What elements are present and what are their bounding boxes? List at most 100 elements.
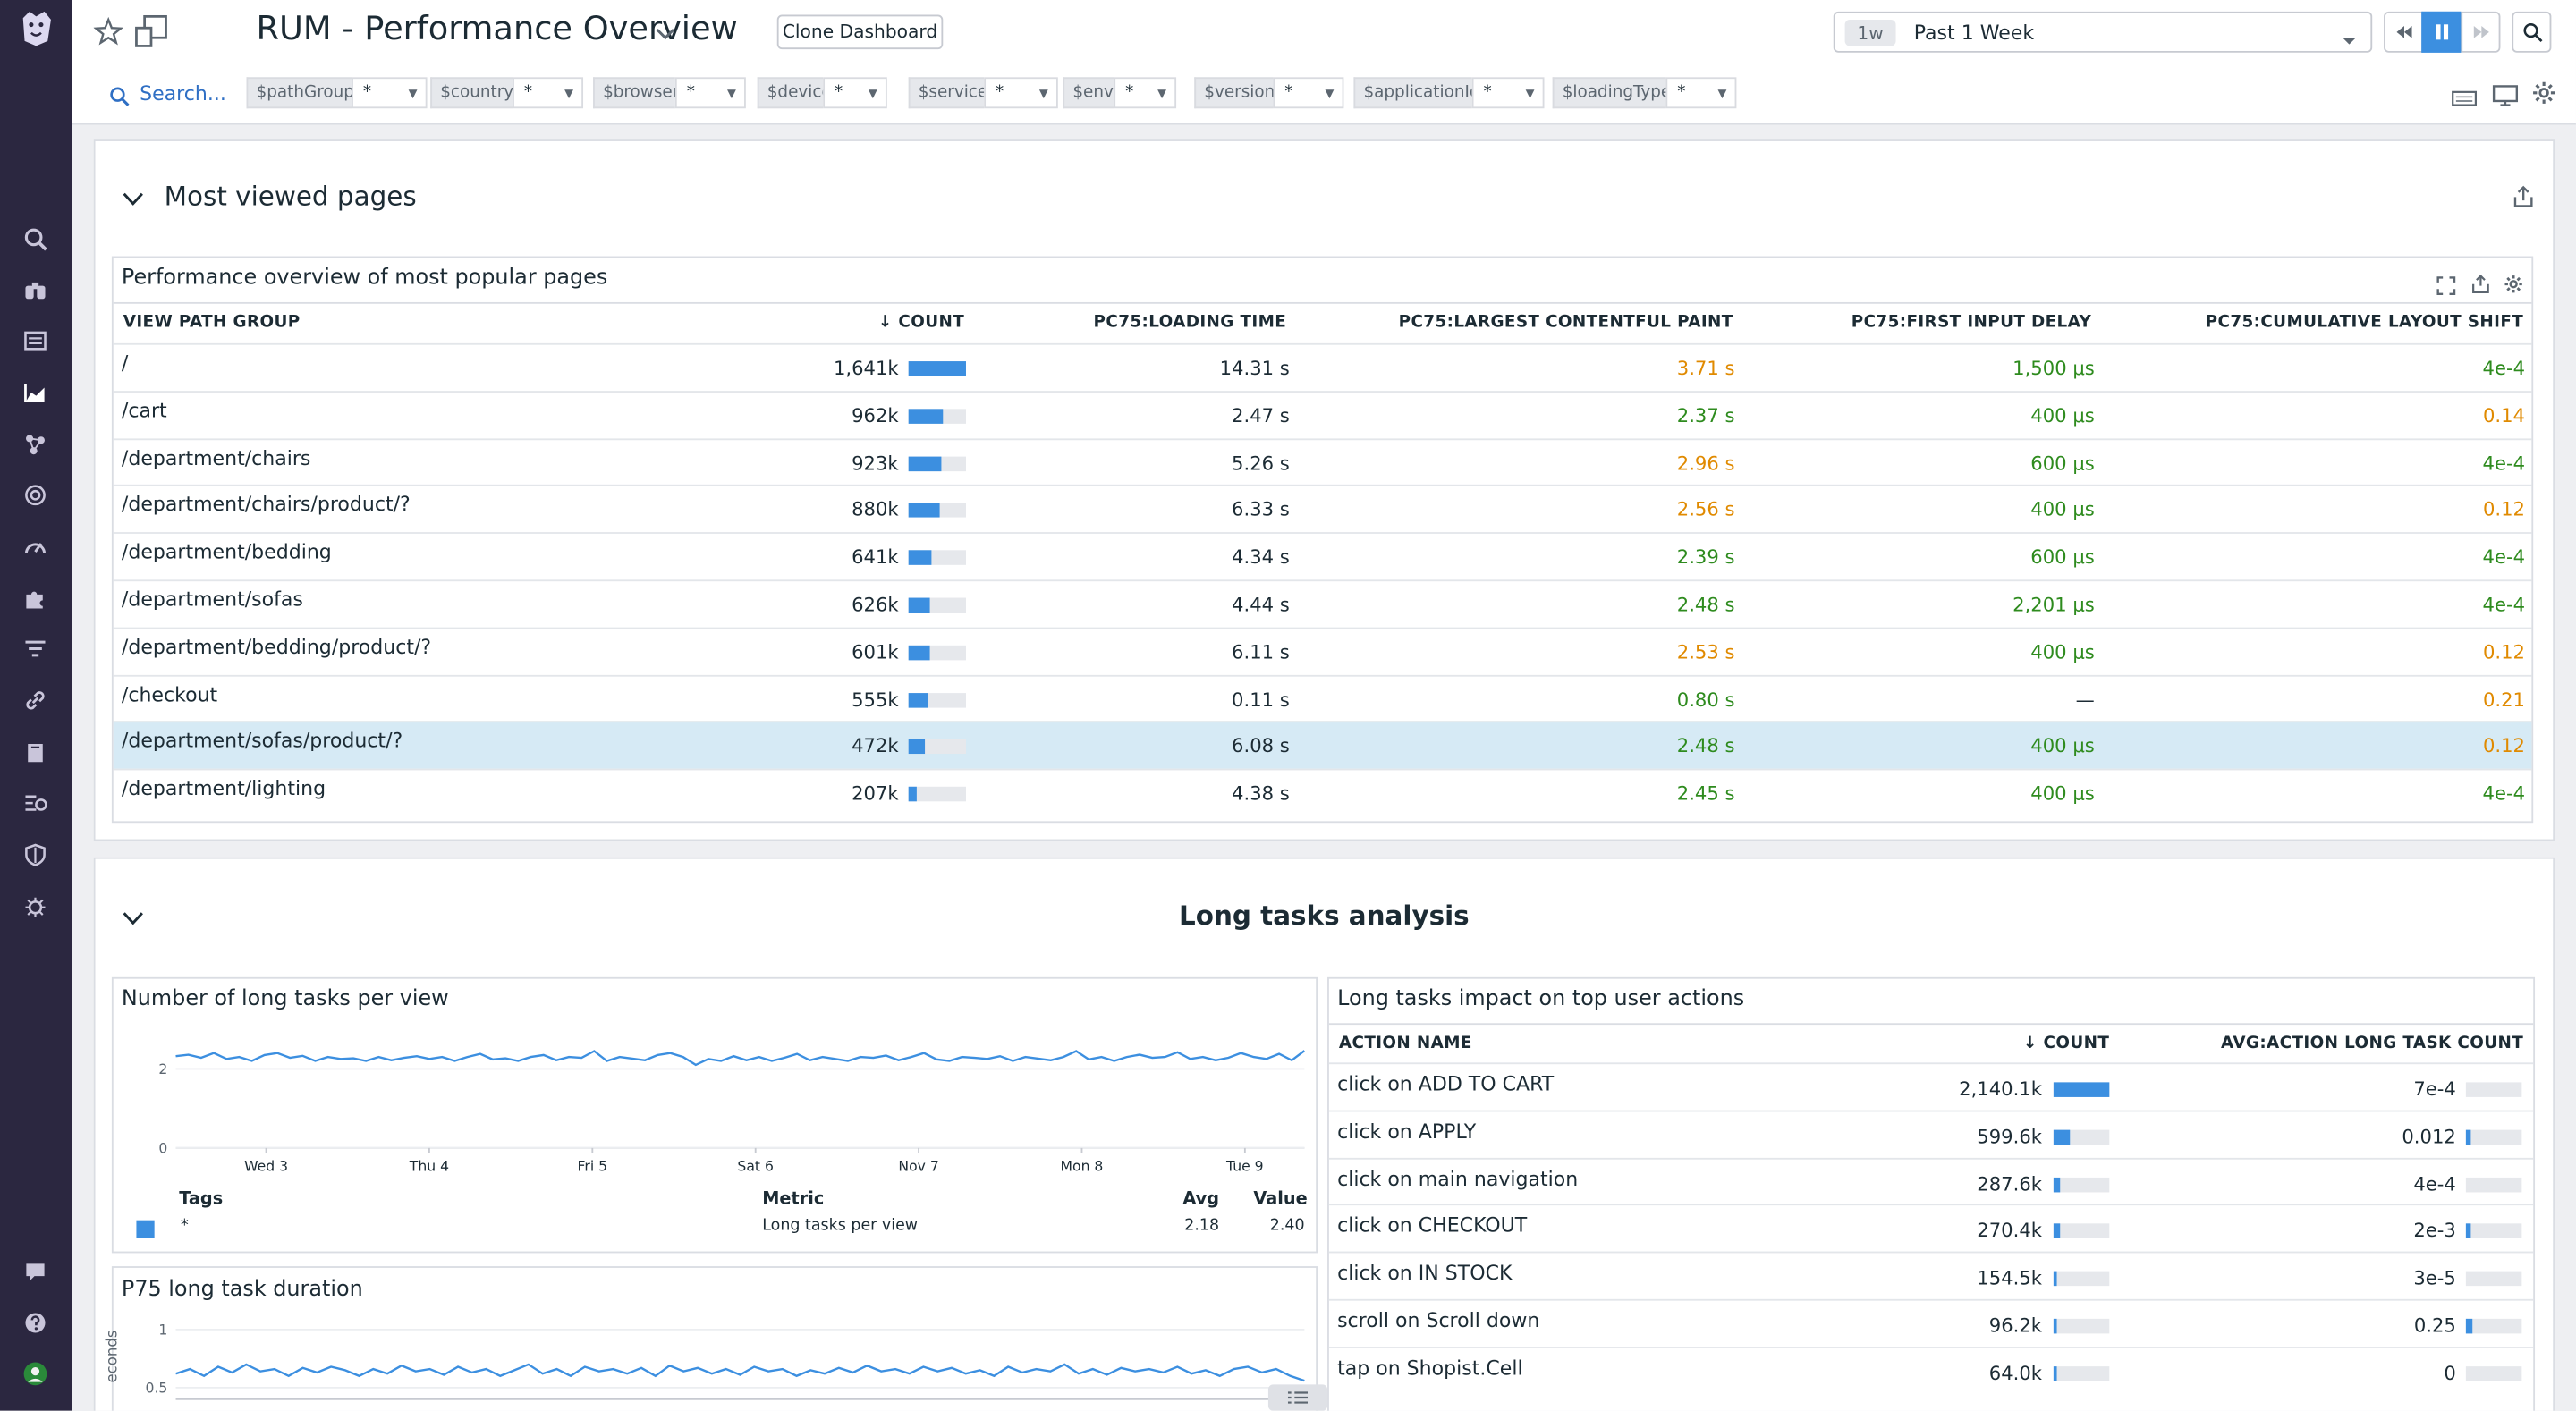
list-icon[interactable] <box>20 325 49 355</box>
variable-value-select[interactable]: * ▼ <box>1114 77 1177 109</box>
table-row[interactable]: / 1,641k 14.31 s 3.71 s 1,500 μs 4e-4 <box>113 342 2532 391</box>
title-chevron-down-icon[interactable] <box>654 20 677 43</box>
chat-icon[interactable] <box>20 1256 49 1286</box>
puzzle-icon[interactable] <box>20 583 49 613</box>
cell-view-path[interactable]: /department/bedding <box>121 540 332 564</box>
table-row[interactable]: scroll on Scroll down 96.2k 0.25 <box>1328 1298 2534 1347</box>
search-link[interactable]: Search... <box>140 81 226 106</box>
bug-icon[interactable] <box>20 891 49 921</box>
legend-swatch[interactable] <box>136 1220 155 1238</box>
target-icon[interactable] <box>20 479 49 509</box>
template-variable-pathgroup[interactable]: $pathGroup * ▼ <box>246 77 428 109</box>
series-line[interactable] <box>175 1363 1305 1382</box>
variable-value-select[interactable]: * ▼ <box>1273 77 1344 109</box>
search-icon[interactable] <box>20 224 49 253</box>
table-row[interactable]: /department/lighting 207k 4.38 s 2.45 s 400 … <box>113 768 2532 816</box>
cell-action-name[interactable]: click on ADD TO CART <box>1337 1072 1555 1096</box>
table-row[interactable]: /department/sofas/product/? 472k 6.08 s 2.4… <box>113 722 2532 770</box>
cell-view-path[interactable]: /department/sofas <box>121 587 303 612</box>
template-variable-country[interactable]: $country * ▼ <box>430 77 584 109</box>
settings-gear-icon[interactable] <box>2531 80 2556 106</box>
variable-value-select[interactable]: * ▼ <box>1471 77 1545 109</box>
logs-icon[interactable] <box>20 789 49 818</box>
star-icon[interactable] <box>93 16 124 46</box>
cell-view-path[interactable]: /department/sofas/product/? <box>121 730 403 753</box>
template-variable-service[interactable]: $service * ▼ <box>908 77 1058 109</box>
help-icon[interactable] <box>20 1307 49 1337</box>
zoom-search-button[interactable] <box>2512 11 2552 53</box>
cell-action-name[interactable]: click on CHECKOUT <box>1337 1214 1528 1238</box>
variable-value-select[interactable]: * ▼ <box>352 77 428 109</box>
cell-action-name[interactable]: click on main navigation <box>1337 1167 1579 1190</box>
link-icon[interactable] <box>20 685 49 714</box>
table-row[interactable]: /department/sofas 626k 4.44 s 2.48 s 2,201 μ… <box>113 579 2532 627</box>
column-header[interactable]: PC75:FIRST INPUT DELAY <box>1851 313 2092 333</box>
table-row[interactable]: click on ADD TO CART 2,140.1k 7e-4 <box>1328 1062 2534 1110</box>
variable-value-select[interactable]: * ▼ <box>823 77 887 109</box>
forward-button[interactable] <box>2461 11 2501 53</box>
nodes-icon[interactable] <box>20 428 49 458</box>
table-row[interactable]: click on APPLY 599.6k 0.012 <box>1328 1110 2534 1157</box>
cell-view-path[interactable]: /checkout <box>121 682 218 706</box>
cell-view-path[interactable]: /department/chairs <box>121 445 311 469</box>
fullscreen-icon[interactable] <box>2436 271 2456 295</box>
export-icon[interactable] <box>2512 184 2535 207</box>
variable-value-select[interactable]: * ▼ <box>513 77 584 109</box>
template-variable-loadingtype[interactable]: $loadingType * ▼ <box>1552 77 1737 109</box>
tv-mode-icon[interactable] <box>2492 82 2519 106</box>
keyboard-icon[interactable] <box>2451 84 2478 106</box>
filter-icon[interactable] <box>20 634 49 663</box>
collapse-chevron-icon[interactable] <box>122 905 145 928</box>
cell-view-path[interactable]: /department/lighting <box>121 777 326 800</box>
clone-dashboard-button[interactable]: Clone Dashboard <box>776 14 944 50</box>
long-tasks-line-chart[interactable]: 0 2 Wed 3 Thu 4 Fri 5 Sat 6 Nov 7 Mon 8 Tue 9 <box>114 1028 1319 1176</box>
time-range-selector[interactable]: 1w Past 1 Week <box>1833 11 2373 53</box>
cell-view-path[interactable]: /cart <box>121 398 167 422</box>
table-row[interactable]: /department/bedding 641k 4.34 s 2.39 s 600 μ… <box>113 532 2532 579</box>
widget-settings-gear-icon[interactable] <box>2504 269 2523 293</box>
template-variable-env[interactable]: $env * ▼ <box>1063 77 1177 109</box>
cell-view-path[interactable]: / <box>121 351 129 375</box>
collapse-chevron-icon[interactable] <box>122 186 145 209</box>
table-row[interactable]: click on CHECKOUT 270.4k 2e-3 <box>1328 1204 2534 1252</box>
table-row[interactable]: /department/bedding/product/? 601k 6.11 s 2… <box>113 627 2532 674</box>
user-icon[interactable] <box>20 1358 49 1388</box>
table-row[interactable]: /department/chairs 923k 5.26 s 2.96 s 600 μs… <box>113 437 2532 486</box>
cell-view-path[interactable]: /department/bedding/product/? <box>121 635 432 659</box>
chart-icon[interactable] <box>20 377 49 407</box>
cell-action-name[interactable]: scroll on Scroll down <box>1337 1308 1540 1332</box>
template-variable-version[interactable]: $version * ▼ <box>1194 77 1344 109</box>
cell-action-name[interactable]: click on APPLY <box>1337 1120 1477 1143</box>
template-variable-device[interactable]: $device * ▼ <box>757 77 887 109</box>
column-header[interactable]: ACTION NAME <box>1338 1035 1472 1053</box>
rewind-button[interactable] <box>2384 11 2424 53</box>
cell-view-path[interactable]: /department/chairs/product/? <box>121 493 411 517</box>
table-row[interactable]: /department/chairs/product/? 880k 6.33 s 2.… <box>113 485 2532 533</box>
gauge-icon[interactable] <box>20 532 49 562</box>
search-icon[interactable] <box>108 82 131 106</box>
variable-value-select[interactable]: * ▼ <box>674 77 746 109</box>
pause-button[interactable] <box>2421 11 2462 53</box>
long-task-duration-line-chart[interactable]: 0.51 <box>114 1317 1319 1411</box>
column-header[interactable]: PC75:LOADING TIME <box>1093 313 1287 333</box>
table-row[interactable]: /checkout 555k 0.11 s 0.80 s — 0.21 <box>113 674 2532 722</box>
table-row[interactable]: click on main navigation 287.6k 4e-4 <box>1328 1157 2534 1204</box>
variable-value-select[interactable]: * ▼ <box>1665 77 1737 109</box>
template-variable-browser[interactable]: $browser * ▼ <box>593 77 746 109</box>
table-row[interactable]: click on IN STOCK 154.5k 3e-5 <box>1328 1251 2534 1299</box>
table-row[interactable]: tap on Shopist.Cell 64.0k 0 <box>1328 1346 2534 1394</box>
variable-value-select[interactable]: * ▼ <box>984 77 1058 109</box>
book-icon[interactable] <box>20 738 49 767</box>
column-header[interactable]: ↓ COUNT <box>877 313 965 333</box>
cell-action-name[interactable]: click on IN STOCK <box>1337 1261 1513 1285</box>
table-row[interactable]: /cart 962k 2.47 s 2.37 s 400 μs 0.14 <box>113 390 2532 438</box>
column-header[interactable]: VIEW PATH GROUP <box>123 313 301 333</box>
cell-action-name[interactable]: tap on Shopist.Cell <box>1337 1356 1523 1380</box>
widget-export-icon[interactable] <box>2470 269 2490 294</box>
column-header[interactable]: ↓ COUNT <box>2023 1035 2110 1053</box>
column-header[interactable]: AVG:ACTION LONG TASK COUNT <box>2220 1035 2524 1053</box>
column-header[interactable]: PC75:CUMULATIVE LAYOUT SHIFT <box>2205 313 2524 333</box>
series-line[interactable] <box>175 1050 1306 1067</box>
datadog-logo-icon[interactable] <box>13 5 59 51</box>
legend-toggle-icon[interactable] <box>1267 1384 1328 1411</box>
